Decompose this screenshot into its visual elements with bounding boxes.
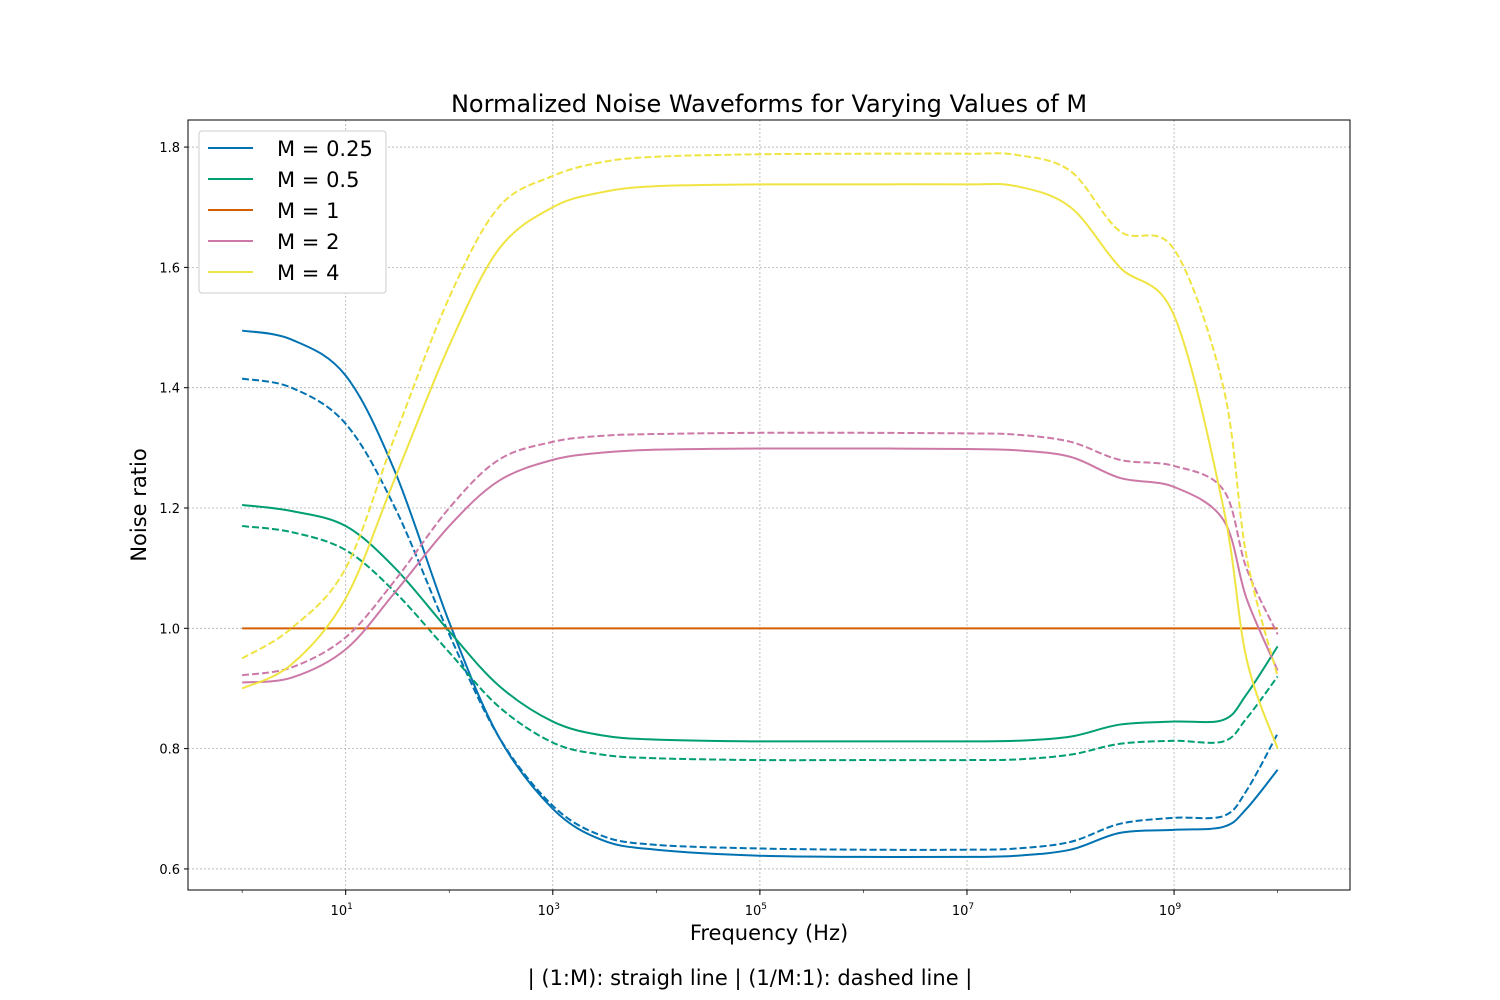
figure-caption: | (1:M): straigh line | (1/M:1): dashed … (528, 966, 973, 991)
x-tick-exponent: 7 (968, 902, 974, 912)
y-tick-label: 1.6 (159, 261, 180, 276)
legend-label: M = 2 (277, 230, 339, 254)
x-axis-ticks: 101 103 105 107 109 (241, 890, 1278, 919)
x-tick-label: 105 (745, 902, 767, 919)
legend-label: M = 0.5 (277, 168, 359, 192)
series-line-m-2-solid (242, 447, 1279, 684)
x-tick-label: 103 (538, 902, 560, 919)
series-line-m-0-25-solid (241, 329, 1279, 859)
series-line-m-0-25-dashed (241, 377, 1279, 851)
legend-label: M = 1 (277, 199, 339, 223)
y-tick-label: 1.8 (159, 141, 180, 156)
x-tick-exponent: 5 (761, 902, 767, 912)
series-layer (241, 152, 1279, 859)
x-tick-exponent: 1 (347, 902, 353, 912)
x-tick-label: 107 (952, 902, 974, 919)
y-axis-ticks: 0.6 0.8 1.0 1.2 1.4 1.6 1.8 (159, 141, 188, 878)
y-tick-label: 1.2 (159, 502, 180, 517)
x-tick-label: 109 (1159, 902, 1182, 919)
x-tick-base: 10 (952, 904, 969, 919)
chart-title: Normalized Noise Waveforms for Varying V… (451, 90, 1087, 118)
legend-box (198, 130, 387, 294)
x-axis-label: Frequency (Hz) (690, 921, 848, 945)
y-tick-label: 0.8 (159, 743, 180, 758)
y-tick-label: 0.6 (159, 863, 180, 878)
x-tick-base: 10 (745, 904, 762, 919)
y-tick-label: 1.4 (159, 382, 180, 397)
series-line-m-0-5-dashed (242, 525, 1279, 762)
x-tick-exponent: 9 (1175, 902, 1181, 912)
legend-label: M = 0.25 (277, 137, 373, 161)
legend-label: M = 4 (277, 261, 339, 285)
plot-frame (187, 119, 1351, 891)
x-tick-exponent: 3 (554, 902, 560, 912)
x-tick-base: 10 (1159, 904, 1176, 919)
y-tick-label: 1.0 (159, 622, 180, 637)
series-line-m-4-dashed (241, 152, 1279, 677)
x-tick-base: 10 (331, 904, 348, 919)
legend: M = 0.25 M = 0.5 M = 1 M = 2 M = 4 (198, 130, 387, 294)
series-line-m-0-5-solid (242, 504, 1279, 743)
x-tick-base: 10 (538, 904, 555, 919)
series-line-m-4-solid (241, 182, 1279, 749)
x-tick-label: 101 (331, 902, 353, 919)
series-line-m-2-dashed (241, 431, 1279, 677)
y-axis-label: Noise ratio (127, 448, 151, 561)
